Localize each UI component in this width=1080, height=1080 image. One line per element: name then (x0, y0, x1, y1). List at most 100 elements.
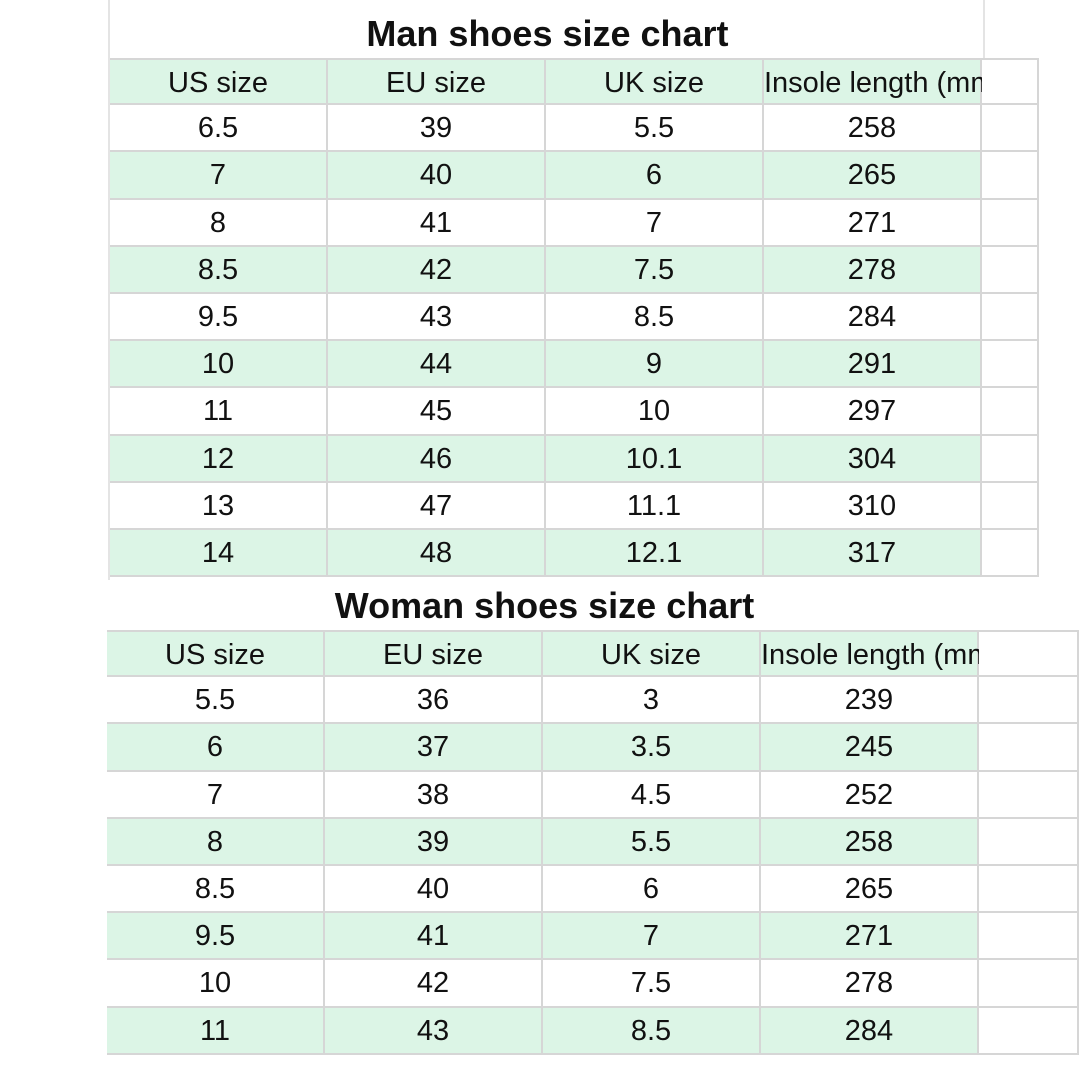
table-cell: 7.5 (543, 960, 761, 1006)
table-cell: 8.5 (546, 294, 764, 340)
table-cell: 278 (761, 960, 979, 1006)
empty-cell (982, 246, 1039, 292)
header-row: US size EU size UK size Insole length (mm) (110, 58, 1039, 106)
table-cell: 278 (764, 246, 982, 292)
table-cell: 36 (325, 677, 543, 723)
table-cell: 284 (761, 1007, 979, 1053)
table-cell: 11 (110, 388, 328, 434)
table-cell: 6 (546, 152, 764, 198)
table-row: 8.5 40 6 265 (107, 866, 1079, 914)
table-cell: 3.5 (543, 724, 761, 770)
table-cell: 317 (764, 530, 982, 576)
empty-cell (982, 341, 1039, 387)
table-cell: 5.5 (107, 677, 325, 723)
empty-cell (982, 530, 1039, 576)
table-cell: 11.1 (546, 482, 764, 528)
table-row: 6.5 39 5.5 258 (110, 105, 1039, 153)
table-row: 9.5 43 8.5 284 (110, 294, 1039, 342)
table-cell: 310 (764, 482, 982, 528)
column-header: EU size (328, 60, 546, 104)
column-header: Insole length (mm) (761, 632, 1001, 676)
table-cell: 43 (325, 1007, 543, 1053)
table-row: 9.5 41 7 271 (107, 913, 1079, 961)
table-cell: 8.5 (107, 866, 325, 912)
empty-cell (982, 199, 1039, 245)
empty-cell (982, 482, 1039, 528)
table-cell: 40 (325, 866, 543, 912)
table-row: 14 48 12.1 317 (110, 530, 1039, 578)
table-cell: 9.5 (107, 913, 325, 959)
empty-cell (982, 105, 1039, 151)
header-row: US size EU size UK size Insole length (mm) (107, 630, 1079, 678)
table-cell: 40 (328, 152, 546, 198)
table-cell: 7.5 (546, 246, 764, 292)
empty-cell (979, 866, 1079, 912)
table-cell: 304 (764, 435, 982, 481)
table-cell: 6 (543, 866, 761, 912)
table-cell: 44 (328, 341, 546, 387)
table-cell: 41 (328, 199, 546, 245)
empty-cell (979, 724, 1079, 770)
table-cell: 3 (543, 677, 761, 723)
table-cell: 42 (325, 960, 543, 1006)
table-cell: 8 (110, 199, 328, 245)
table-cell: 258 (764, 105, 982, 151)
empty-cell (982, 60, 1039, 104)
table-cell: 9.5 (110, 294, 328, 340)
men-size-chart: Man shoes size chart US size EU size UK si… (110, 10, 1042, 580)
table-cell: 271 (761, 913, 979, 959)
table-cell: 7 (546, 199, 764, 245)
sheet-gridline (983, 0, 985, 58)
table-cell: 6 (107, 724, 325, 770)
table-cell: 14 (110, 530, 328, 576)
table-cell: 39 (328, 105, 546, 151)
table-cell: 5.5 (546, 105, 764, 151)
sheet-gridline (108, 0, 110, 580)
empty-cell (979, 1007, 1079, 1053)
women-chart-title: Woman shoes size chart (334, 585, 755, 626)
empty-cell (979, 771, 1079, 817)
empty-cell (982, 294, 1039, 340)
empty-cell (979, 960, 1079, 1006)
empty-cell (979, 677, 1079, 723)
empty-cell (979, 632, 1079, 676)
table-cell: 10 (110, 341, 328, 387)
women-size-chart: Woman shoes size chart US size EU size UK … (107, 582, 1080, 1060)
table-cell: 297 (764, 388, 982, 434)
table-row: 12 46 10.1 304 (110, 435, 1039, 483)
empty-cell (979, 818, 1079, 864)
table-cell: 13 (110, 482, 328, 528)
table-row: 5.5 36 3 239 (107, 677, 1079, 725)
table-cell: 271 (764, 199, 982, 245)
empty-cell (982, 152, 1039, 198)
table-cell: 12.1 (546, 530, 764, 576)
table-row: 8 39 5.5 258 (107, 818, 1079, 866)
column-header: UK size (546, 60, 764, 104)
table-cell: 9 (546, 341, 764, 387)
table-cell: 239 (761, 677, 979, 723)
table-cell: 8 (107, 818, 325, 864)
column-header: US size (107, 632, 325, 676)
table-cell: 6.5 (110, 105, 328, 151)
column-header: EU size (325, 632, 543, 676)
column-header: Insole length (mm) (764, 60, 1004, 104)
table-row: 10 44 9 291 (110, 341, 1039, 389)
table-cell: 37 (325, 724, 543, 770)
table-cell: 8.5 (110, 246, 328, 292)
table-cell: 41 (325, 913, 543, 959)
table-cell: 7 (543, 913, 761, 959)
empty-cell (982, 388, 1039, 434)
table-cell: 10 (546, 388, 764, 434)
table-cell: 48 (328, 530, 546, 576)
table-row: 7 40 6 265 (110, 152, 1039, 200)
table-row: 6 37 3.5 245 (107, 724, 1079, 772)
empty-cell (982, 435, 1039, 481)
table-cell: 10 (107, 960, 325, 1006)
table-cell: 4.5 (543, 771, 761, 817)
men-chart-title: Man shoes size chart (366, 13, 729, 54)
table-cell: 47 (328, 482, 546, 528)
table-row: 10 42 7.5 278 (107, 960, 1079, 1008)
empty-cell (979, 913, 1079, 959)
table-cell: 291 (764, 341, 982, 387)
table-row: 11 43 8.5 284 (107, 1007, 1079, 1055)
